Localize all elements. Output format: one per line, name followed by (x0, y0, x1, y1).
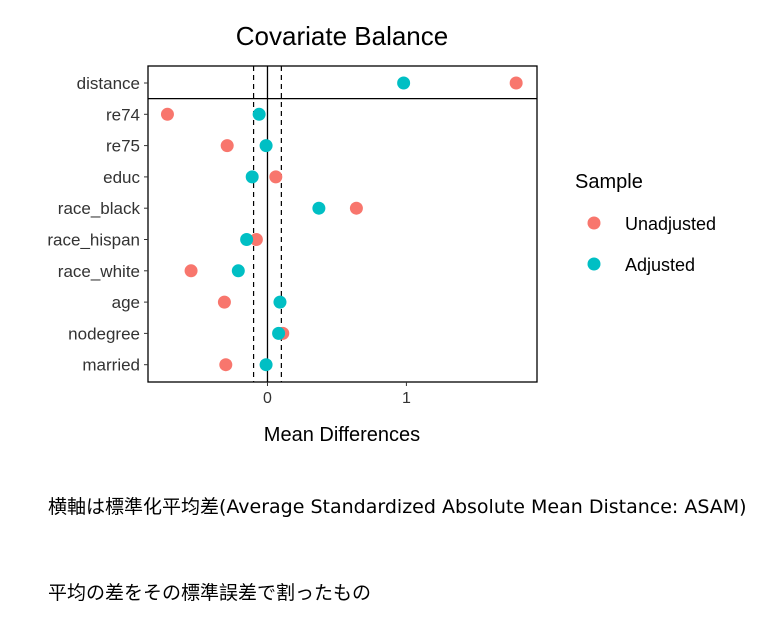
legend-label-unadjusted: Unadjusted (625, 214, 716, 234)
y-tick-label: race_hispan (47, 231, 140, 250)
plot-panel: distance re74 re75 educ race_black race_hispa… (47, 65, 538, 407)
point-unadjusted-race_black (349, 201, 363, 215)
point-adjusted-re75 (259, 139, 273, 153)
y-tick-label: race_white (58, 262, 140, 281)
legend-key-unadjusted (587, 216, 601, 230)
y-tick-label: nodegree (68, 324, 140, 343)
point-unadjusted-educ (269, 170, 283, 184)
caption-asam-definition: 横軸は標準化平均差(Average Standardized Absolute … (48, 496, 747, 518)
panel-border (147, 65, 538, 383)
y-tick-label: educ (103, 168, 140, 187)
legend-label-adjusted: Adjusted (625, 255, 695, 275)
point-adjusted-married (259, 358, 273, 372)
legend: Sample Unadjusted Adjusted (575, 171, 716, 275)
point-unadjusted-distance (509, 76, 523, 90)
point-unadjusted-re75 (220, 139, 234, 153)
point-adjusted-distance (397, 76, 411, 90)
point-unadjusted-race_hispan (249, 233, 263, 246)
chart-title: Covariate Balance (236, 21, 448, 51)
point-unadjusted-age (217, 295, 231, 309)
x-tick-label: 1 (402, 390, 411, 407)
y-tick-label: distance (77, 74, 140, 93)
caption-standard-error-note: 平均の差をその標準誤差で割ったもの (48, 582, 372, 604)
point-adjusted-race_black (312, 201, 326, 215)
point-unadjusted-race_white (184, 264, 198, 278)
legend-title: Sample (575, 171, 643, 193)
point-adjusted-race_white (231, 264, 245, 278)
y-tick-label: race_black (58, 199, 141, 218)
x-axis-title: Mean Differences (264, 424, 420, 446)
y-tick-label: re74 (106, 105, 140, 124)
legend-key-adjusted (587, 257, 601, 271)
y-tick-label: age (112, 293, 140, 312)
covariate-balance-chart: Covariate Balance distance re74 re75 educ ra… (47, 21, 716, 446)
x-tick-label: 0 (263, 390, 272, 407)
point-adjusted-race_hispan (240, 233, 254, 246)
point-unadjusted-re74 (160, 107, 174, 121)
point-adjusted-nodegree (272, 326, 286, 340)
point-adjusted-educ (245, 170, 259, 184)
point-unadjusted-married (219, 358, 233, 372)
y-tick-label: re75 (106, 137, 140, 156)
y-tick-label: married (82, 356, 140, 375)
point-adjusted-age (273, 295, 287, 309)
point-adjusted-re74 (252, 107, 266, 121)
